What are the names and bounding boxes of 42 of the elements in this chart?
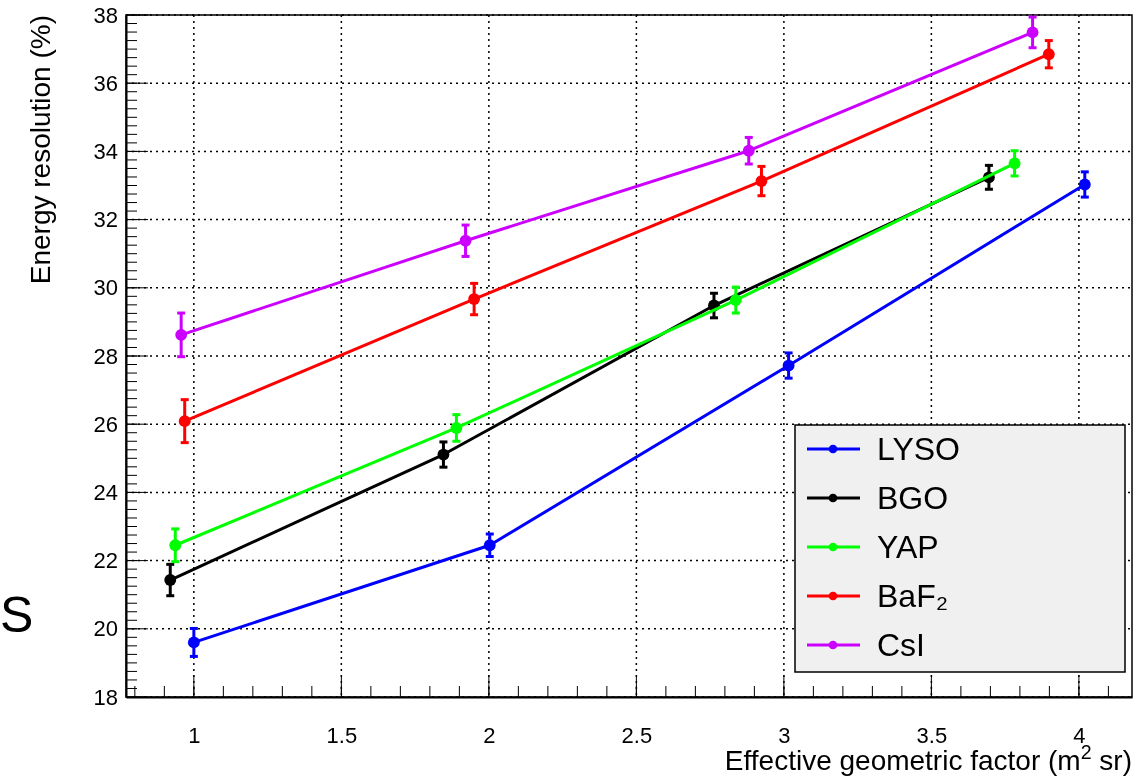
- point: [483, 539, 496, 552]
- point: [1026, 26, 1039, 39]
- point: [729, 294, 742, 306]
- y-axis-title: Energy resolution (%): [25, 15, 56, 285]
- y-tick-label: 20: [93, 616, 118, 642]
- legend-label: LYSO: [877, 431, 960, 467]
- point: [755, 175, 768, 187]
- legend-label: YAP: [877, 529, 939, 565]
- point: [164, 574, 177, 586]
- y-tick-label: 38: [93, 2, 118, 28]
- point: [1042, 48, 1055, 61]
- point: [169, 539, 182, 552]
- x-tick-label: 3: [778, 722, 791, 748]
- point: [459, 234, 472, 247]
- y-tick-label: 28: [93, 343, 118, 369]
- x-tick-label: 2.5: [621, 722, 653, 748]
- point: [468, 293, 481, 305]
- y-tick-label: 32: [93, 207, 118, 233]
- point: [1008, 157, 1021, 170]
- y-tick-label: 24: [93, 479, 118, 505]
- point: [187, 636, 200, 649]
- y-tick-label: 36: [93, 70, 118, 96]
- point: [178, 415, 191, 428]
- y-tick-label: 34: [93, 138, 118, 164]
- legend-label: CsI: [877, 627, 925, 663]
- point: [782, 359, 795, 372]
- point: [175, 328, 188, 341]
- x-tick-label: 2: [483, 722, 496, 748]
- y-tick-label: 26: [93, 411, 118, 437]
- legend-label: BGO: [877, 480, 949, 516]
- text: S: [0, 587, 34, 643]
- legend-label: BaF₂: [877, 578, 949, 614]
- x-tick-label: 3.5: [916, 722, 948, 748]
- point: [742, 144, 755, 157]
- point: [1078, 178, 1091, 191]
- x-tick-label: 1: [188, 722, 201, 748]
- point: [437, 448, 450, 461]
- point: [450, 422, 463, 434]
- y-tick-label: 30: [93, 275, 118, 301]
- y-tick-label: 22: [93, 548, 118, 574]
- y-tick-label: 18: [93, 684, 118, 710]
- x-tick-label: 1.5: [326, 722, 358, 748]
